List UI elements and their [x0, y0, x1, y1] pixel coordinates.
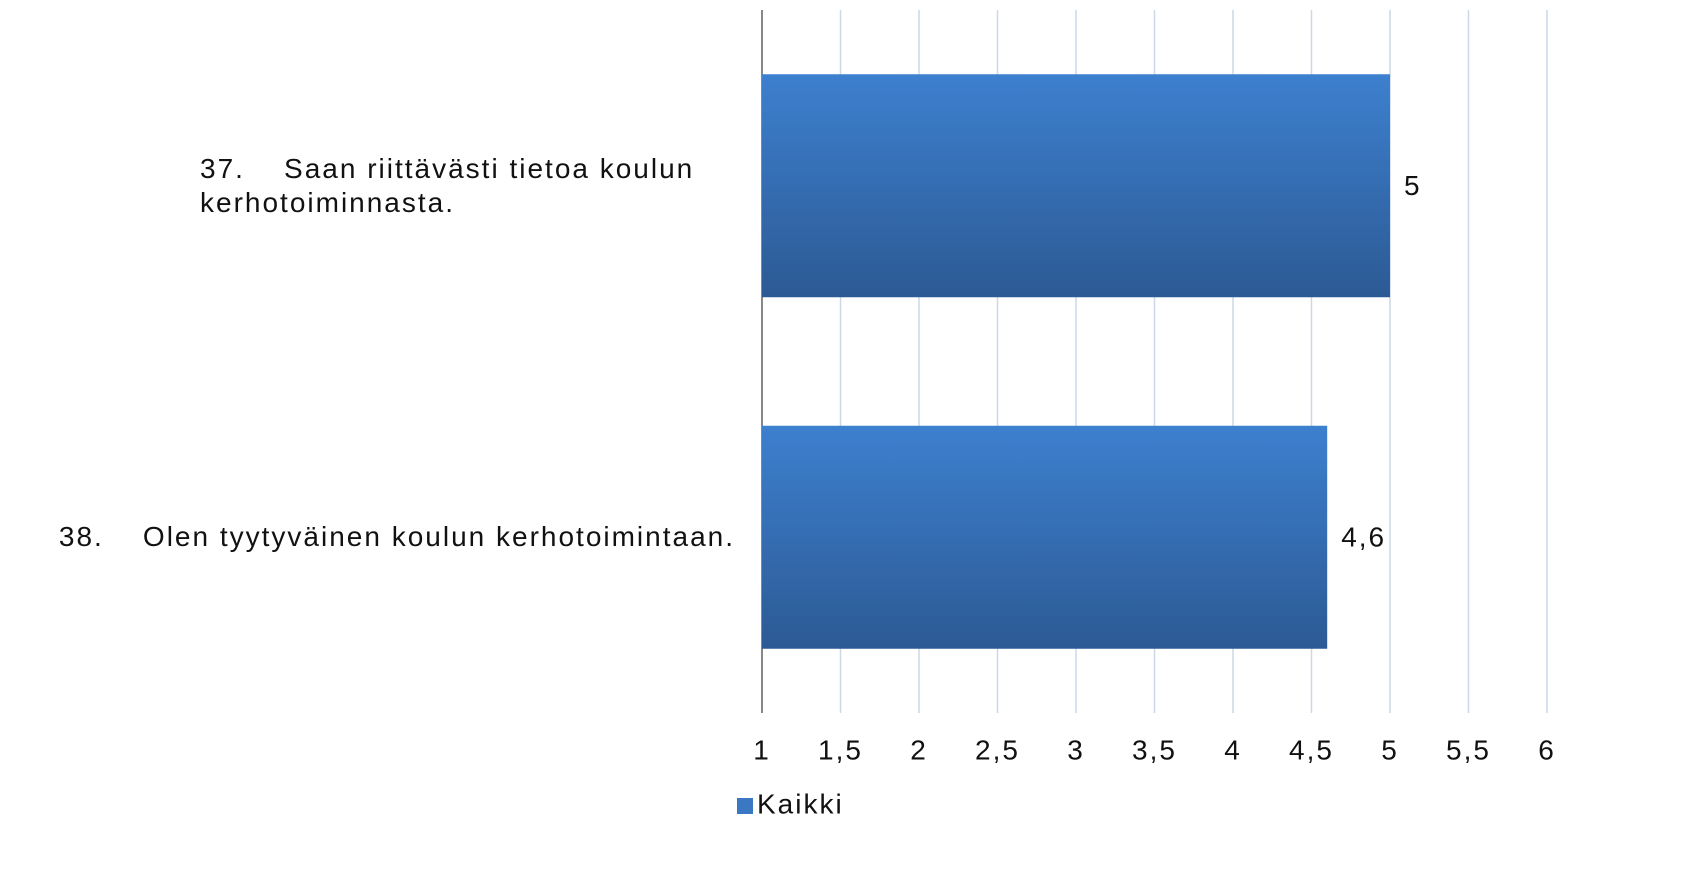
- x-tick-label: 6: [1538, 734, 1556, 765]
- x-tick-label: 2,5: [975, 734, 1020, 765]
- x-tick-label: 3,5: [1132, 734, 1177, 765]
- x-tick-label: 3: [1067, 734, 1085, 765]
- x-tick-label: 5,5: [1446, 734, 1491, 765]
- data-label: 4,6: [1341, 522, 1386, 553]
- bar: [762, 74, 1390, 298]
- category-label: 38. Olen tyytyväinen koulun kerhotoimint…: [58, 521, 735, 553]
- x-tick-label: 1,5: [818, 734, 863, 765]
- x-tick-label: 4,5: [1289, 734, 1334, 765]
- legend-swatch: [737, 798, 753, 814]
- x-tick-label: 1: [753, 734, 771, 765]
- x-tick-label: 2: [910, 734, 928, 765]
- data-label: 5: [1404, 170, 1422, 201]
- x-tick-label: 4: [1224, 734, 1242, 765]
- category-label: 37. Saan riittävästi tietoa koulun kerho…: [200, 152, 705, 218]
- x-tick-label: 5: [1381, 734, 1399, 765]
- bar: [762, 425, 1328, 649]
- legend-label: Kaikki: [757, 788, 844, 819]
